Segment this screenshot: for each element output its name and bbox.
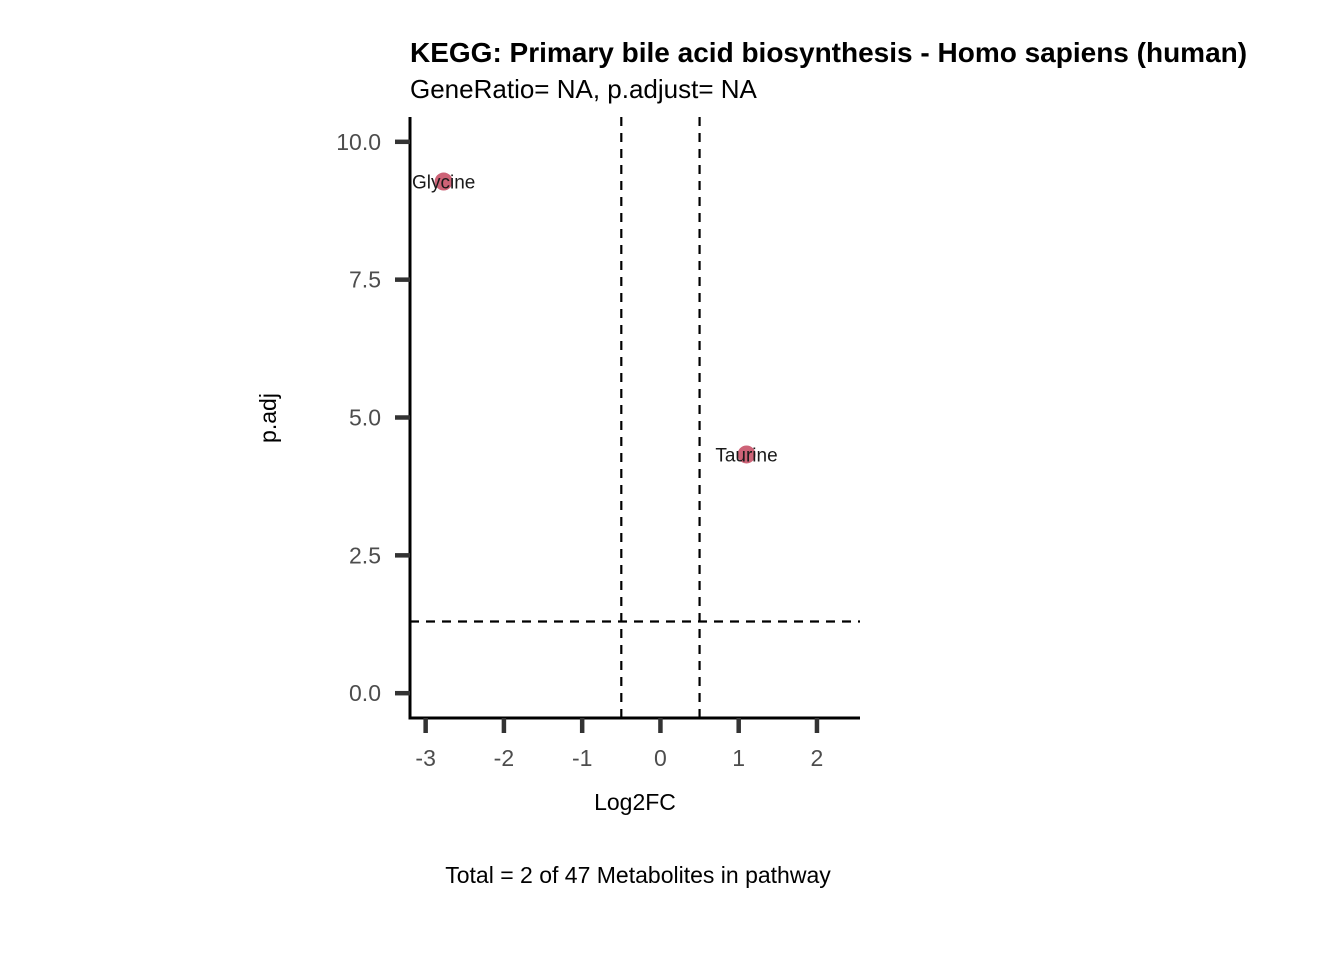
x-axis-ticks: -3 -2 -1 0 1 2 — [415, 718, 823, 771]
point-label-glycine: Glycine — [412, 173, 475, 194]
chart-caption: Total = 2 of 47 Metabolites in pathway — [445, 862, 831, 888]
x-axis-title: Log2FC — [594, 789, 676, 815]
reference-lines — [410, 117, 860, 718]
y-tick-label: 0.0 — [349, 680, 381, 706]
x-tick-label: 0 — [654, 745, 667, 771]
x-tick-label: 2 — [811, 745, 824, 771]
chart-subtitle: GeneRatio= NA, p.adjust= NA — [410, 74, 758, 104]
y-tick-label: 10.0 — [336, 129, 381, 155]
axes — [408, 117, 860, 720]
x-tick-label: -2 — [494, 745, 514, 771]
data-point-labels: Glycine Taurine — [412, 173, 778, 467]
y-axis-title: p.adj — [255, 393, 281, 443]
point-label-taurine: Taurine — [715, 445, 777, 466]
x-tick-label: -3 — [415, 745, 435, 771]
x-tick-label: -1 — [572, 745, 592, 771]
y-tick-label: 7.5 — [349, 267, 381, 293]
data-point-taurine — [737, 445, 756, 464]
y-axis-ticks: 0.0 2.5 5.0 7.5 10.0 — [336, 129, 410, 706]
data-points — [434, 172, 756, 464]
y-tick-label: 5.0 — [349, 405, 381, 431]
chart-title: KEGG: Primary bile acid biosynthesis - H… — [410, 37, 1247, 68]
x-tick-label: 1 — [732, 745, 745, 771]
y-tick-label: 2.5 — [349, 542, 381, 568]
data-point-glycine — [434, 172, 453, 191]
